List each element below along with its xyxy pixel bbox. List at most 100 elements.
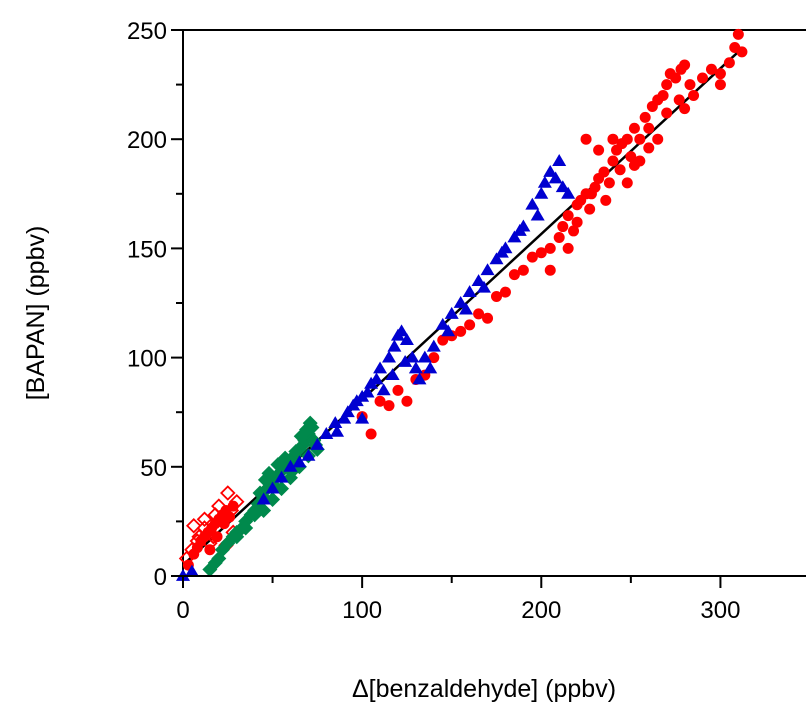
data-point	[679, 103, 691, 115]
data-point	[369, 372, 384, 385]
data-point	[437, 334, 449, 346]
data-point	[355, 411, 370, 424]
data-point	[628, 159, 640, 171]
x-tick-label: 100	[342, 597, 382, 624]
data-point	[387, 339, 402, 352]
data-point	[508, 269, 520, 281]
data-point	[553, 231, 565, 243]
data-point	[441, 324, 456, 337]
data-point	[534, 186, 549, 199]
data-point	[176, 569, 190, 581]
data-point	[530, 208, 545, 221]
data-point	[426, 339, 441, 352]
plot-frame	[182, 29, 806, 576]
data-point	[639, 111, 651, 123]
data-point	[537, 175, 552, 188]
data-point	[328, 416, 343, 429]
data-point	[580, 133, 592, 145]
data-point	[283, 459, 298, 472]
data-point	[435, 317, 450, 330]
data-point	[507, 230, 522, 243]
data-point	[462, 285, 477, 297]
points-layer	[176, 28, 748, 581]
data-point	[697, 72, 709, 84]
data-point	[489, 252, 504, 265]
data-point	[661, 107, 673, 119]
data-point	[471, 274, 486, 287]
data-point	[392, 384, 404, 396]
data-point	[453, 296, 468, 308]
data-point	[184, 564, 199, 577]
y-axis-title: [BAPAN] (ppbv)	[22, 226, 50, 401]
y-tick-label: 0	[154, 564, 167, 591]
data-point	[657, 90, 669, 102]
data-point	[292, 455, 307, 468]
data-point	[557, 221, 569, 233]
data-point	[455, 325, 467, 337]
data-point	[552, 154, 567, 166]
data-point	[423, 361, 438, 374]
data-point	[383, 400, 395, 412]
data-point	[330, 424, 345, 437]
data-point	[723, 57, 735, 69]
data-point	[349, 394, 364, 407]
data-point	[405, 350, 420, 363]
x-tick-label: 300	[700, 597, 740, 624]
data-point	[399, 333, 414, 346]
data-point	[185, 517, 202, 534]
data-point	[652, 133, 664, 145]
data-point	[544, 264, 556, 276]
data-point	[732, 28, 744, 40]
data-point	[561, 186, 576, 199]
data-point	[288, 444, 304, 460]
data-point	[679, 59, 691, 71]
data-point	[543, 164, 558, 177]
data-point	[600, 194, 612, 206]
data-point	[568, 225, 580, 237]
data-point	[337, 411, 352, 424]
data-point	[562, 242, 574, 254]
data-point	[247, 507, 263, 523]
data-point	[319, 427, 334, 439]
data-point	[562, 210, 574, 222]
data-point	[459, 302, 474, 315]
data-point	[661, 79, 673, 91]
data-point	[220, 485, 236, 501]
data-point	[670, 72, 682, 84]
data-point	[598, 166, 610, 178]
data-point	[360, 385, 375, 398]
data-point	[401, 395, 413, 407]
data-point	[238, 520, 254, 536]
data-point	[256, 492, 271, 505]
data-point	[571, 216, 583, 228]
data-point	[227, 500, 239, 512]
axes-layer: 0 100 200 300 0 50 100 150 200 250	[127, 18, 806, 624]
data-point	[394, 324, 409, 337]
data-point	[274, 470, 289, 483]
data-point	[376, 383, 391, 396]
data-point	[625, 151, 637, 163]
data-point	[196, 511, 213, 527]
data-point	[614, 164, 626, 176]
data-point	[412, 372, 427, 385]
y-tick-label: 200	[127, 127, 167, 154]
data-point	[584, 203, 596, 215]
data-point	[628, 122, 640, 134]
data-point	[385, 368, 400, 380]
x-tick-label: 200	[521, 597, 561, 624]
data-point	[593, 144, 605, 156]
data-point	[736, 46, 748, 58]
data-point	[382, 350, 397, 363]
data-point	[476, 280, 491, 293]
data-point	[310, 437, 325, 450]
data-point	[555, 180, 570, 193]
x-axis-title: Δ[benzaldehyde] (ppbv)	[352, 675, 616, 703]
data-point	[607, 133, 619, 145]
data-point	[535, 247, 547, 259]
data-point	[634, 133, 646, 145]
data-point	[408, 361, 423, 374]
data-point	[428, 352, 440, 364]
data-point	[204, 544, 216, 556]
data-point	[229, 529, 245, 545]
data-point	[643, 142, 655, 154]
